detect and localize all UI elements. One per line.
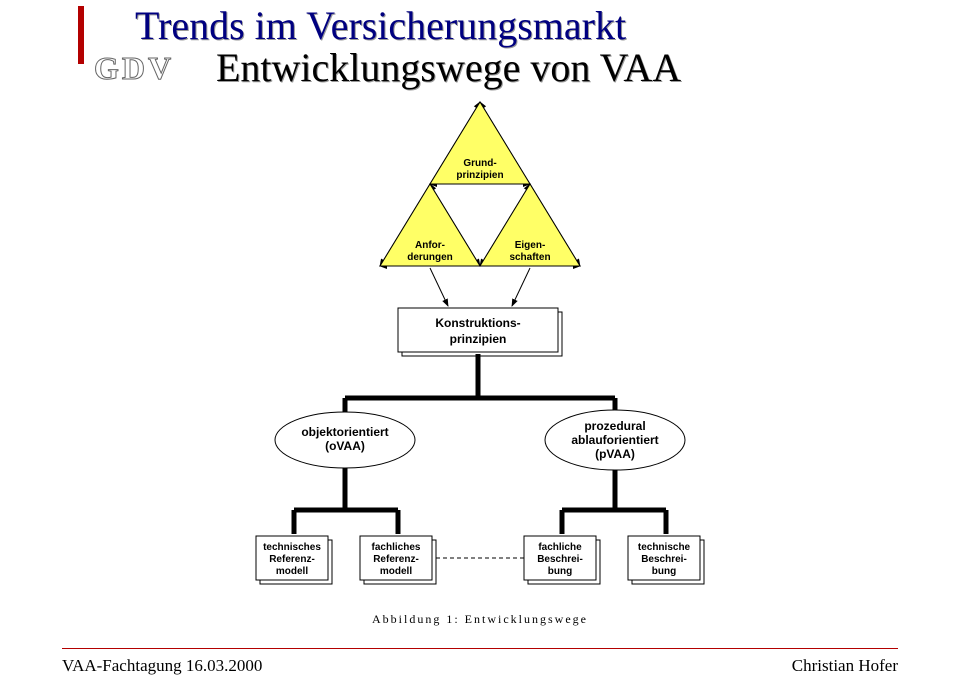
b3-l3: bung [652, 566, 676, 577]
left-triangle: Anfor- derungen [380, 184, 480, 266]
top-apex-triangle: Grund- prinzipien [430, 102, 530, 184]
left-tri-l1: Anfor- [415, 240, 445, 251]
b2-l3: bung [548, 566, 572, 577]
svg-text:schaften: schaften [509, 252, 550, 263]
svg-text:modell: modell [276, 566, 308, 577]
right-triangle: Eigen- schaften [480, 184, 580, 266]
svg-text:fachliches: fachliches [372, 542, 421, 553]
b3-l1: technische [638, 542, 691, 553]
b1-l2: Referenz- [373, 554, 419, 565]
svg-text:Referenz-: Referenz- [269, 554, 315, 565]
svg-text:(pVAA): (pVAA) [595, 447, 635, 461]
lell-l2: (oVAA) [325, 439, 365, 453]
footer-right: Christian Hofer [792, 656, 898, 676]
svg-text:Eigen-: Eigen- [515, 240, 546, 251]
svg-text:bung: bung [652, 566, 676, 577]
svg-text:technisches: technisches [263, 542, 321, 553]
b1-l3: modell [380, 566, 412, 577]
bottom-box-1: fachliches Referenz- modell [360, 536, 436, 584]
arrow-left-to-box [430, 268, 448, 306]
svg-text:prinzipien: prinzipien [456, 170, 503, 181]
cbox-l1: Konstruktions- [435, 316, 520, 330]
svg-text:objektorientiert: objektorientiert [301, 425, 388, 439]
t-connector-right [562, 470, 666, 534]
t-connector-1 [345, 354, 615, 418]
b0-l3: modell [276, 566, 308, 577]
diagram-svg: Grund- prinzipien Anfor- derungen Eigen-… [0, 0, 960, 690]
svg-text:derungen: derungen [407, 252, 453, 263]
rell-l3: (pVAA) [595, 447, 635, 461]
svg-text:prinzipien: prinzipien [450, 332, 507, 346]
svg-text:ablauforientiert: ablauforientiert [571, 433, 658, 447]
footer-left: VAA-Fachtagung 16.03.2000 [62, 656, 262, 676]
figure-caption: Abbildung 1: Entwicklungswege [0, 612, 960, 627]
construction-box: Konstruktions- prinzipien [398, 308, 562, 356]
rell-l1: prozedural [584, 419, 645, 433]
right-tri-l1: Eigen- [515, 240, 546, 251]
right-ellipse: prozedural ablauforientiert (pVAA) [545, 410, 685, 470]
arrow-right-to-box [512, 268, 530, 306]
bottom-box-3: technische Beschrei- bung [628, 536, 704, 584]
svg-text:fachliche: fachliche [538, 542, 582, 553]
svg-text:bung: bung [548, 566, 572, 577]
lell-l1: objektorientiert [301, 425, 388, 439]
left-ellipse: objektorientiert (oVAA) [275, 412, 415, 468]
left-tri-l2: derungen [407, 252, 453, 263]
b1-l1: fachliches [372, 542, 421, 553]
svg-text:prozedural: prozedural [584, 419, 645, 433]
b2-l2: Beschrei- [537, 554, 583, 565]
right-tri-l2: schaften [509, 252, 550, 263]
b0-l1: technisches [263, 542, 321, 553]
top-tri-l2: prinzipien [456, 170, 503, 181]
cbox-l2: prinzipien [450, 332, 507, 346]
svg-text:modell: modell [380, 566, 412, 577]
rell-l2: ablauforientiert [571, 433, 658, 447]
t-connector-left [294, 468, 398, 534]
b0-l2: Referenz- [269, 554, 315, 565]
svg-text:Referenz-: Referenz- [373, 554, 419, 565]
b2-l1: fachliche [538, 542, 582, 553]
top-tri-l1: Grund- [463, 158, 496, 169]
bottom-box-2: fachliche Beschrei- bung [524, 536, 600, 584]
svg-text:Grund-: Grund- [463, 158, 496, 169]
svg-text:Beschrei-: Beschrei- [537, 554, 583, 565]
b3-l2: Beschrei- [641, 554, 687, 565]
svg-text:(oVAA): (oVAA) [325, 439, 365, 453]
footer-divider [62, 648, 898, 649]
bottom-box-0: technisches Referenz- modell [256, 536, 332, 584]
svg-text:Anfor-: Anfor- [415, 240, 445, 251]
svg-text:technische: technische [638, 542, 691, 553]
svg-text:Konstruktions-: Konstruktions- [435, 316, 520, 330]
svg-text:Beschrei-: Beschrei- [641, 554, 687, 565]
